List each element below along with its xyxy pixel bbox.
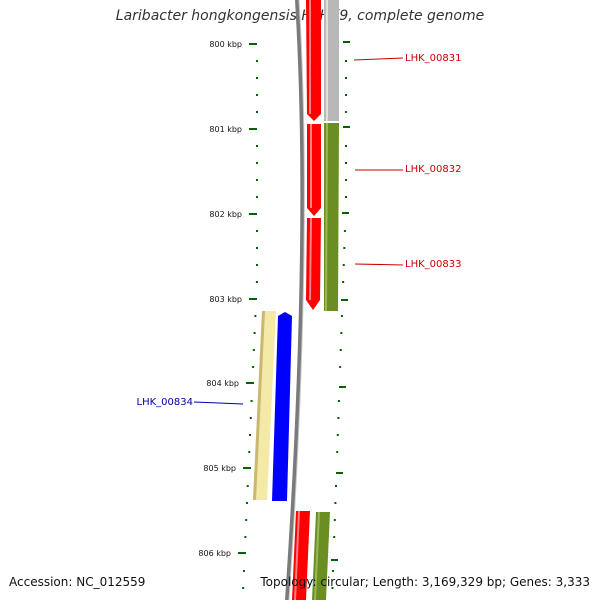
ruler-label-802: 802 kbp (209, 210, 242, 219)
minor-tick (345, 60, 347, 62)
minor-tick (336, 434, 339, 436)
cds-arrow-highlight (310, 124, 312, 208)
gene-label-LHK_00832[interactable]: LHK_00832 (355, 164, 461, 175)
gene-name: LHK_00832 (405, 164, 461, 175)
minor-tick (256, 230, 258, 232)
leader-line (193, 401, 244, 405)
minor-tick (332, 570, 335, 572)
genome-backbone (285, 0, 305, 600)
minor-tick (242, 570, 245, 572)
minor-tick (337, 400, 340, 402)
minor-tick (331, 587, 334, 589)
minor-tick (339, 366, 342, 368)
minor-tick (334, 502, 337, 504)
cds-arrow-LHK_00833 (306, 218, 321, 310)
ruler-label-805: 805 kbp (203, 464, 236, 473)
gene-name: LHK_00833 (405, 259, 461, 270)
minor-tick (253, 332, 256, 334)
minor-tick (340, 332, 343, 334)
minor-tick (245, 519, 248, 521)
minor-tick (256, 77, 258, 79)
ruler-labels: 800 kbp 801 kbp 802 kbp 803 kbp 804 kbp … (198, 40, 242, 558)
accession-text: Accession: NC_012559 (9, 575, 146, 589)
cds-arrow-LHK_00832 (307, 124, 321, 216)
ruler-label-803: 803 kbp (209, 295, 242, 304)
leader-line (353, 57, 404, 61)
minor-tick (334, 485, 337, 487)
cds-arrow-bottom-highlight (294, 511, 300, 600)
minor-tick (256, 247, 258, 249)
minor-tick (249, 417, 252, 419)
minor-tick (250, 400, 253, 402)
minor-tick (256, 60, 258, 62)
backbone-highlight (288, 0, 305, 600)
minor-tick (256, 111, 258, 113)
right-minor-ticks (331, 60, 347, 589)
ruler-label-801: 801 kbp (209, 125, 242, 134)
minor-tick (345, 196, 347, 198)
pale-feature-edge (253, 311, 265, 500)
minor-tick (254, 315, 257, 317)
minor-tick (336, 451, 339, 453)
minor-tick (256, 145, 258, 147)
minor-tick (256, 162, 258, 164)
minor-tick (337, 417, 340, 419)
minor-tick (256, 179, 258, 181)
cds-track-top (306, 0, 321, 310)
cds-arrow-highlight (309, 0, 311, 114)
minor-tick (256, 196, 258, 198)
minor-tick (333, 536, 336, 538)
gene-label-LHK_00834[interactable]: LHK_00834 (137, 397, 244, 408)
minor-tick (345, 162, 347, 164)
minor-tick (256, 264, 258, 266)
minor-tick (252, 366, 255, 368)
green-feature-highlight (325, 123, 328, 311)
minor-tick (342, 281, 345, 283)
minor-tick (345, 179, 347, 181)
ruler-label-804: 804 kbp (206, 379, 239, 388)
minor-tick (256, 94, 258, 96)
leader-line (354, 263, 404, 266)
minor-tick (242, 587, 245, 589)
pale-feature-body (253, 311, 276, 500)
blue-feature (272, 312, 292, 501)
grey-feature-highlight (326, 0, 328, 121)
cds-arrow-highlight (309, 218, 312, 300)
cds-arrow-LHK_00831 (306, 0, 321, 121)
right-ruler (331, 41, 350, 561)
summary-text: Topology: circular; Length: 3,169,329 bp… (260, 575, 590, 589)
gene-label-LHK_00831[interactable]: LHK_00831 (353, 53, 461, 64)
minor-tick (248, 451, 251, 453)
minor-tick (244, 536, 247, 538)
minor-tick (340, 315, 343, 317)
left-ruler (238, 43, 257, 554)
minor-tick (345, 77, 347, 79)
ruler-label-800: 800 kbp (209, 40, 242, 49)
green-feature-bottom-highlight (314, 512, 320, 600)
minor-tick (252, 349, 255, 351)
gene-name: LHK_00831 (405, 53, 461, 64)
gene-name: LHK_00834 (137, 397, 193, 408)
left-minor-ticks (242, 60, 258, 589)
minor-tick (339, 349, 342, 351)
ruler-label-806: 806 kbp (198, 549, 231, 558)
minor-tick (245, 502, 248, 504)
minor-tick (255, 281, 258, 283)
minor-tick (345, 145, 347, 147)
minor-tick (246, 485, 249, 487)
minor-tick (343, 230, 346, 232)
minor-tick (333, 519, 336, 521)
minor-tick (342, 264, 345, 266)
gene-label-LHK_00833[interactable]: LHK_00833 (354, 259, 461, 270)
minor-tick (345, 94, 347, 96)
minor-tick (249, 434, 252, 436)
minor-tick (345, 111, 347, 113)
minor-tick (343, 247, 346, 249)
pale-feature (253, 311, 276, 500)
